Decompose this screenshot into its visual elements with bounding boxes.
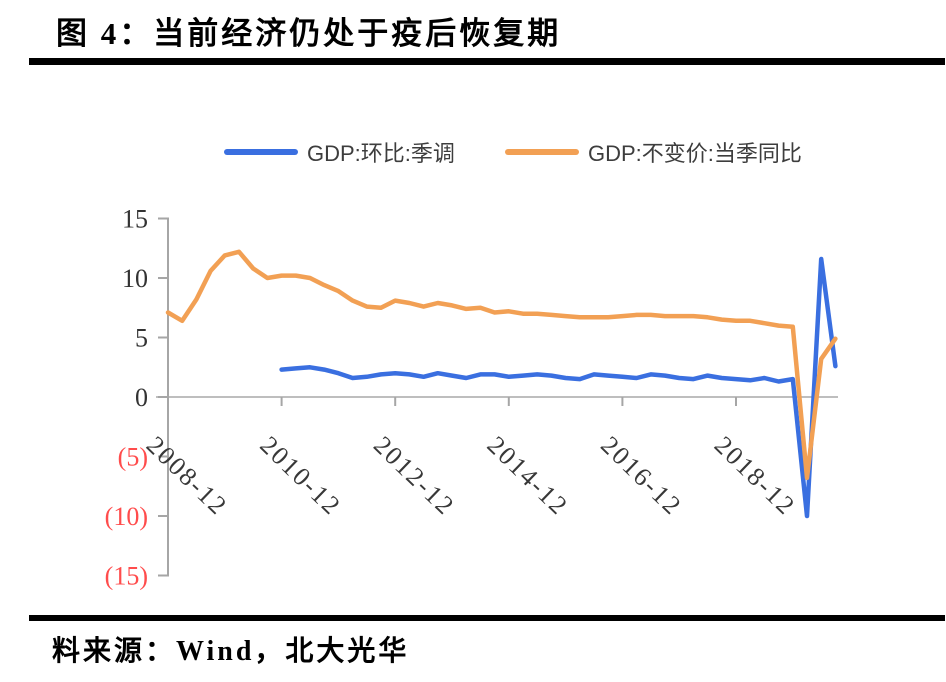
series-line-gdp-yoy [165, 249, 838, 481]
legend-line-blue-icon [224, 149, 298, 155]
top-rule [29, 58, 945, 65]
series-line-gdp-qoq [279, 256, 838, 519]
figure-title: 图 4：当前经济仍处于疫后恢复期 [56, 16, 562, 51]
y-tick-label: 5 [135, 324, 148, 353]
x-tick-label: 2010-12 [254, 430, 347, 521]
y-tick-label: 15 [122, 205, 148, 234]
source-note: 料来源：Wind，北大光华 [52, 636, 410, 667]
x-tick-label: 2008-12 [141, 430, 234, 521]
x-tick-label: 2018-12 [709, 430, 802, 521]
legend-label-gdp-qoq: GDP:环比:季调 [307, 141, 455, 166]
x-tick-label: 2012-12 [368, 430, 461, 521]
x-tick-label: 2016-12 [595, 430, 688, 521]
legend-item-gdp-yoy: GDP:不变价:当季同比 [505, 139, 802, 166]
y-tick-label: (15) [105, 562, 148, 591]
legend-label-gdp-yoy: GDP:不变价:当季同比 [588, 141, 802, 166]
y-tick-label: 0 [135, 383, 148, 412]
legend-line-orange-icon [505, 149, 579, 155]
legend-item-gdp-qoq: GDP:环比:季调 [224, 139, 455, 166]
y-tick-label: 10 [122, 264, 148, 293]
bottom-rule [29, 615, 945, 621]
y-tick-label: (10) [105, 502, 148, 531]
x-tick-label: 2014-12 [482, 430, 575, 521]
y-tick-label: (5) [118, 443, 148, 472]
